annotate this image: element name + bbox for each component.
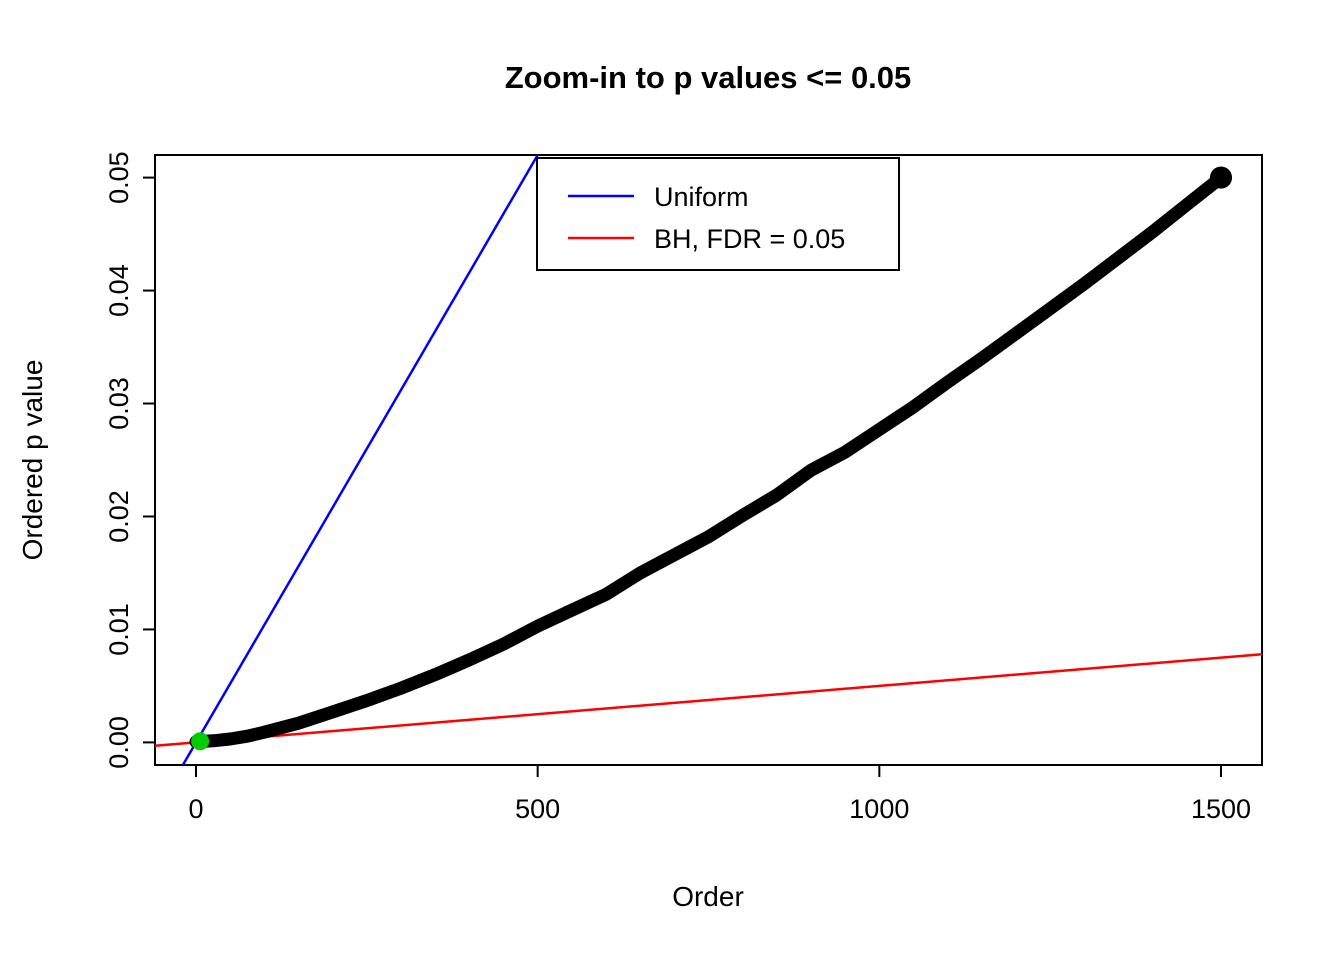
- y-tick-label: 0.03: [104, 377, 134, 430]
- legend-box: [536, 157, 900, 271]
- y-tick-label: 0.02: [104, 490, 134, 543]
- x-tick-label: 0: [188, 794, 203, 824]
- y-tick-label: 0.01: [104, 603, 134, 656]
- y-tick-label: 0.04: [104, 264, 134, 317]
- x-axis-ticks: 0 500 1000 1500: [188, 765, 1251, 824]
- legend: Uniform BH, FDR = 0.05: [536, 157, 900, 271]
- y-axis-ticks: 0.00 0.01 0.02 0.03 0.04 0.05: [104, 151, 155, 769]
- legend-bh-label: BH, FDR = 0.05: [654, 224, 845, 254]
- chart-title: Zoom-in to p values <= 0.05: [505, 60, 912, 95]
- x-tick-label: 1500: [1191, 794, 1251, 824]
- legend-uniform-label: Uniform: [654, 182, 749, 212]
- x-tick-label: 1000: [849, 794, 909, 824]
- bh-significant-point: [191, 732, 210, 751]
- pvalues-series-end-cap: [1209, 166, 1233, 189]
- y-tick-label: 0.00: [104, 716, 134, 769]
- plot-border: [154, 154, 1263, 766]
- x-tick-label: 500: [515, 794, 560, 824]
- y-tick-label: 0.05: [104, 151, 134, 204]
- ordered-pvalues-series: [189, 171, 1228, 749]
- x-axis-label: Order: [672, 881, 744, 912]
- bh-threshold-line: [154, 653, 1263, 748]
- uniform-reference-line: [181, 154, 539, 766]
- y-axis-label: Ordered p value: [17, 360, 48, 561]
